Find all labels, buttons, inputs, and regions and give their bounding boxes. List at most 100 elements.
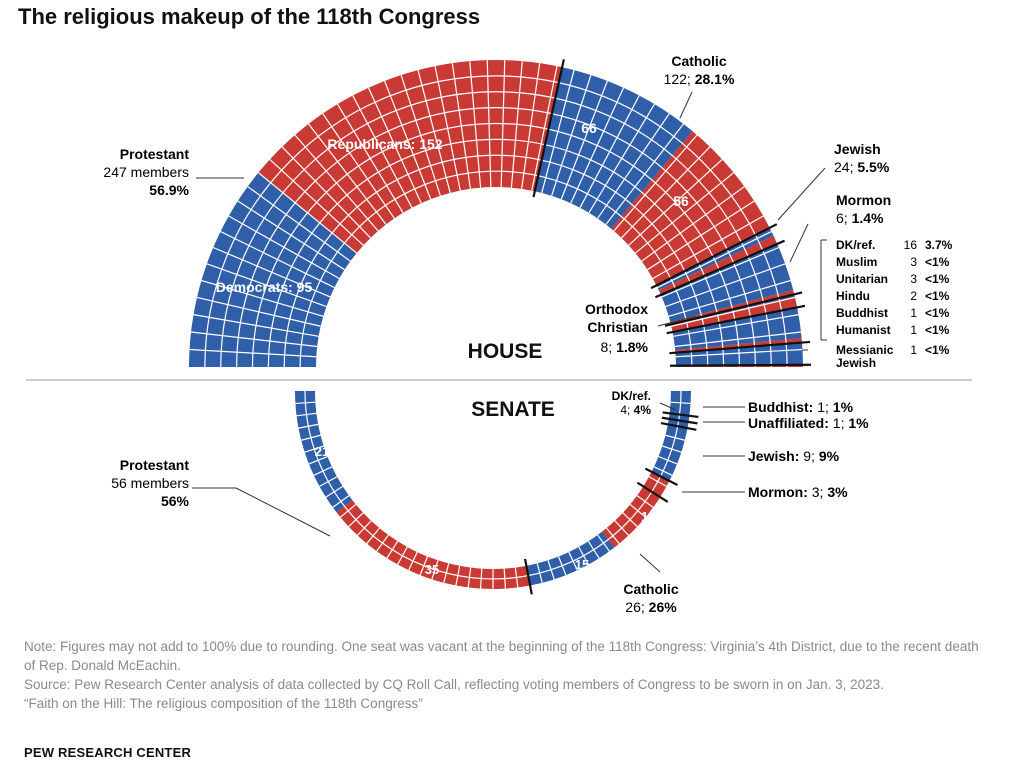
grid-spoke: [322, 113, 395, 219]
senate-divider: [523, 558, 533, 595]
grid-spoke: [348, 512, 364, 527]
grid-spoke: [551, 74, 592, 196]
house-seg-jewish-democrat: [660, 243, 794, 322]
senate-seg-catholic-democrat: [526, 531, 615, 586]
house-divider: [654, 239, 786, 299]
religion-dividers: [523, 59, 811, 595]
grid-spoke: [386, 540, 399, 559]
grid-spoke: [668, 279, 791, 317]
grid-ring: [283, 154, 709, 368]
senate-arc: [295, 391, 691, 590]
grid-spoke: [295, 401, 316, 405]
table-row-unitarian: Unitarian 3 <1%: [836, 272, 950, 286]
grid-spoke: [587, 540, 600, 559]
grid-spoke: [434, 65, 461, 191]
grid-spoke: [579, 95, 640, 209]
house-rep-catholic-label: 56: [673, 193, 689, 209]
house-divider: [650, 223, 778, 290]
grid-ring: [299, 170, 693, 368]
senate-divider: [661, 416, 698, 425]
svg-text:Humanist: Humanist: [836, 323, 891, 337]
grid-spoke: [313, 466, 333, 476]
grid-spoke: [294, 134, 379, 232]
grid-spoke: [673, 314, 799, 337]
grid-spoke: [560, 80, 608, 200]
svg-text:56.9%: 56.9%: [149, 182, 189, 198]
house-small-religions-table: DK/ref. 16 3.7% Muslim 3 <1% Unitarian 3 <1% H…: [836, 238, 953, 370]
svg-text:3: 3: [910, 255, 917, 269]
grid-spoke: [400, 74, 441, 196]
svg-text:2: 2: [910, 289, 917, 303]
senate-divider: [636, 481, 669, 503]
grid-spoke: [257, 172, 358, 254]
grid-spoke: [514, 567, 519, 588]
grid-spoke: [657, 231, 772, 289]
grid-spoke: [190, 331, 318, 348]
house-protestant-label: Protestant 247 members 56.9%: [103, 146, 189, 198]
house-orthodox-label: Orthodox Christian 8; 1.8%: [585, 301, 649, 355]
svg-text:Catholic: Catholic: [671, 53, 726, 69]
grid-spoke: [671, 296, 796, 327]
grid-spoke: [531, 65, 558, 191]
grid-spoke: [675, 348, 803, 358]
grid-spoke: [325, 485, 344, 498]
grid-spoke: [301, 434, 321, 441]
grid-spoke: [281, 146, 371, 239]
svg-text:6; 1.4%: 6; 1.4%: [836, 210, 884, 226]
svg-text:Messianic: Messianic: [836, 343, 894, 357]
svg-text:Mormon: Mormon: [836, 192, 891, 208]
senate-dkref-label: DK/ref. 4; 4%: [612, 389, 652, 417]
svg-text:<1%: <1%: [925, 255, 950, 269]
senate-seg-protestant-republican: [336, 500, 531, 590]
grid-spoke: [397, 546, 408, 565]
svg-text:<1%: <1%: [925, 343, 950, 357]
senate-seg-protestant-democrat: [295, 391, 353, 513]
grid-spoke: [237, 200, 345, 271]
house-label: HOUSE: [468, 340, 543, 363]
grid-spoke: [521, 63, 541, 189]
grid-spoke: [376, 534, 389, 552]
svg-text:3: 3: [910, 272, 917, 286]
grid-spoke: [366, 527, 381, 544]
svg-text:4; 4%: 4; 4%: [620, 403, 651, 417]
svg-text:8; 1.8%: 8; 1.8%: [601, 339, 649, 355]
grid-spoke: [304, 445, 324, 453]
grid-spoke: [662, 445, 682, 453]
svg-text:<1%: <1%: [925, 272, 950, 286]
grid-spoke: [298, 423, 319, 429]
grid-spoke: [357, 520, 372, 536]
grid-spoke: [212, 246, 331, 298]
grid-spoke: [332, 495, 350, 508]
svg-text:56 members: 56 members: [111, 475, 189, 491]
leader-lines: [192, 91, 827, 573]
senate-protestant-label: Protestant 56 members 56%: [111, 457, 189, 509]
senate-catholic-label: Catholic 26; 26%: [623, 581, 678, 615]
grid-spoke: [578, 546, 589, 565]
senate-divider: [662, 411, 699, 419]
house-catholic-label: Catholic 122; 28.1%: [664, 53, 735, 87]
grid-spoke: [570, 87, 625, 204]
svg-text:Christian: Christian: [587, 319, 648, 335]
brand-footer: PEW RESEARCH CENTER: [24, 745, 192, 760]
grid-spoke: [670, 401, 691, 405]
grid-spoke: [628, 158, 723, 246]
senate-label: SENATE: [471, 398, 555, 421]
svg-text:Protestant: Protestant: [120, 146, 190, 162]
svg-text:1: 1: [910, 306, 917, 320]
svg-text:1: 1: [910, 343, 917, 357]
table-row-hindu: Hindu 2 <1%: [836, 289, 950, 303]
grid-spoke: [634, 172, 735, 254]
grid-spoke: [467, 567, 472, 588]
svg-text:26; 26%: 26; 26%: [625, 599, 677, 615]
grid-spoke: [557, 556, 567, 576]
grid-spoke: [652, 215, 764, 280]
footnotes: Note: Figures may not add to 100% due to…: [24, 637, 984, 713]
grid-ring: [251, 122, 741, 368]
note-text: Note: Figures may not add to 100% due to…: [24, 639, 979, 673]
grid-spoke: [605, 527, 620, 544]
grid-spoke: [597, 113, 670, 219]
grid-spoke: [536, 563, 543, 583]
grid-spoke: [613, 134, 698, 232]
grid-spoke: [340, 503, 357, 518]
grid-spoke: [661, 246, 780, 298]
